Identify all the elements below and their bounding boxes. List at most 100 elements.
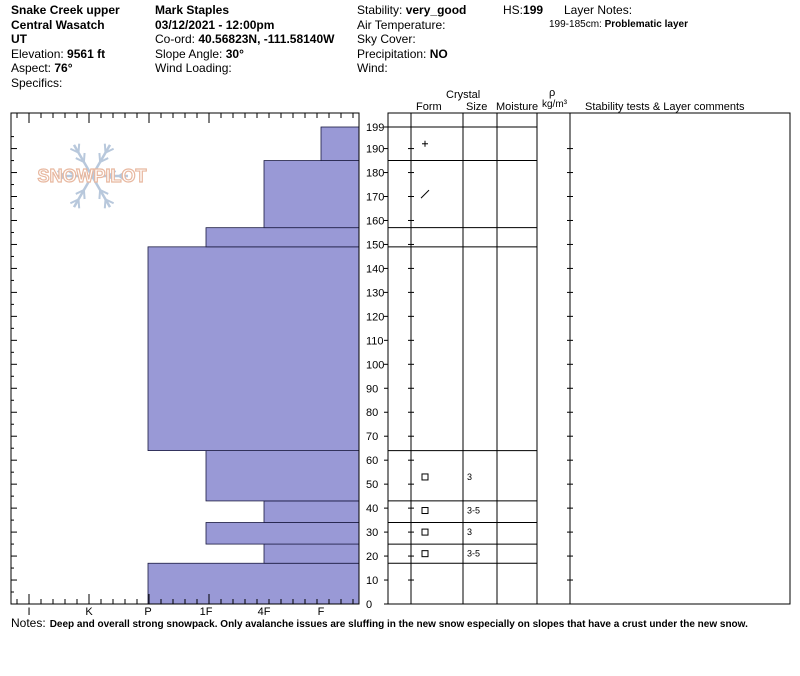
layer-notes-block: Layer Notes: 199-185cm: Problematic laye… bbox=[549, 3, 688, 32]
crystal-size: 3-5 bbox=[467, 506, 480, 516]
snowflake-branch bbox=[57, 175, 66, 182]
hardness-bar bbox=[147, 246, 360, 451]
hardness-bar bbox=[320, 126, 360, 161]
sky-cover-label: Sky Cover: bbox=[357, 32, 416, 46]
elevation-value: 9561 ft bbox=[67, 46, 106, 61]
snowflake-branch bbox=[107, 175, 117, 182]
layer-note-text: Problematic layer bbox=[604, 18, 688, 30]
crystal-grid: 3-5 3 3-5 3 bbox=[387, 112, 791, 605]
depth-label: 160 bbox=[366, 215, 384, 227]
faceted-crystal-icon bbox=[421, 550, 429, 558]
snowflake-branch bbox=[98, 152, 102, 163]
hardness-bar bbox=[205, 450, 360, 502]
location-name: Snake Creek upper bbox=[11, 3, 120, 17]
mountain-range: Central Wasatch bbox=[11, 17, 105, 32]
depth-label: 190 bbox=[366, 144, 384, 156]
snowflake-branch bbox=[57, 170, 66, 177]
crystal-size: 3 bbox=[467, 472, 472, 482]
rho-header: ρ bbox=[549, 87, 556, 99]
precip-value: NO bbox=[429, 46, 448, 61]
hardness-bars bbox=[147, 126, 360, 605]
observation-datetime: 03/12/2021 - 12:00pm bbox=[155, 17, 275, 32]
elevation-label: Elevation: bbox=[11, 46, 64, 61]
crystal-size: 3 bbox=[467, 527, 472, 537]
snowflake-branch bbox=[99, 189, 109, 195]
snowflake-arm bbox=[72, 144, 94, 177]
form-header: Form bbox=[416, 101, 442, 113]
depth-label: 80 bbox=[366, 407, 378, 419]
specifics-label: Specifics: bbox=[11, 75, 63, 90]
size-header: Size bbox=[466, 101, 488, 113]
wind-label: Wind: bbox=[357, 61, 388, 75]
wind-loading-label: Wind Loading: bbox=[155, 61, 232, 75]
coord-value: 40.56823N, -111.58140W bbox=[198, 32, 335, 46]
density-unit-header: kg/m³ bbox=[542, 99, 567, 110]
hardness-bar bbox=[147, 562, 360, 605]
depth-label: 10 bbox=[366, 575, 378, 587]
depth-label: 150 bbox=[366, 239, 384, 251]
hardness-bar bbox=[263, 543, 360, 564]
snowflake-branch bbox=[69, 147, 79, 154]
snowflake-branch bbox=[99, 157, 109, 163]
fragmented-crystal-icon bbox=[420, 189, 430, 199]
precip-label: Precipitation: bbox=[357, 46, 427, 61]
faceted-crystal-icon bbox=[421, 507, 429, 515]
snowflake-branch bbox=[105, 147, 115, 154]
hardness-bar bbox=[205, 522, 360, 545]
moisture-header: Moisture bbox=[496, 101, 539, 113]
snowpilot-logo: SNOWPILOT bbox=[37, 143, 147, 209]
hardness-label: P bbox=[144, 606, 151, 618]
depth-label: 40 bbox=[366, 503, 378, 515]
hardness-label: F bbox=[318, 606, 325, 618]
hs-label: HS: bbox=[503, 3, 524, 17]
stability-label: Stability: bbox=[357, 3, 403, 17]
crystal-header: Crystal bbox=[446, 89, 481, 101]
notes-label: Notes: bbox=[11, 616, 46, 630]
comments-header: Stability tests & Layer comments bbox=[585, 101, 745, 113]
depth-label: 60 bbox=[366, 455, 378, 467]
hardness-label: 1F bbox=[200, 606, 213, 618]
hardness-bar bbox=[205, 227, 360, 248]
hardness-bar bbox=[263, 160, 360, 229]
snowflake-branch bbox=[67, 175, 77, 182]
hs-block: HS:199 bbox=[503, 3, 543, 18]
hardness-label: I bbox=[27, 606, 30, 618]
depth-label: 50 bbox=[366, 479, 378, 491]
depth-label: 70 bbox=[366, 431, 378, 443]
hs-value: 199 bbox=[523, 3, 544, 17]
depth-label: 90 bbox=[366, 383, 378, 395]
hardness-label: K bbox=[85, 606, 93, 618]
state: UT bbox=[11, 32, 27, 46]
snowflake-branch bbox=[82, 189, 86, 200]
logo-text: SNOWPILOT bbox=[38, 166, 147, 186]
crystal-table-frame bbox=[387, 112, 791, 605]
chart-labels: I K P 1F 4F F 0 10 20 30 40 50 60 70 80 90 100 110 120 130 1… bbox=[27, 122, 384, 618]
aspect-value: 76° bbox=[54, 61, 73, 75]
snowflake-branch bbox=[67, 170, 77, 177]
notes-text: Deep and overall strong snowpack. Only a… bbox=[49, 619, 748, 630]
depth-label: 199 bbox=[366, 122, 384, 134]
depth-label: 100 bbox=[366, 359, 384, 371]
depth-label: 180 bbox=[366, 168, 384, 180]
snowflake-branch bbox=[77, 199, 81, 209]
slope-label: Slope Angle: bbox=[155, 46, 223, 61]
snowflake-branch bbox=[107, 170, 117, 177]
snowflake-branch bbox=[98, 189, 102, 200]
depth-label: 130 bbox=[366, 287, 384, 299]
depth-label: 30 bbox=[366, 527, 378, 539]
snowflake-arm bbox=[72, 175, 94, 208]
snowflake-branch bbox=[103, 199, 107, 209]
snowflake-arm bbox=[90, 144, 112, 177]
snowflake-branch bbox=[77, 143, 81, 153]
depth-label: 110 bbox=[366, 335, 384, 347]
location-block: Snake Creek upper Central Wasatch UT Ele… bbox=[11, 3, 120, 90]
hardness-label: 4F bbox=[258, 606, 271, 618]
crystal-size: 3-5 bbox=[467, 549, 480, 559]
snowflake-branch bbox=[105, 198, 115, 205]
snowflake-branch bbox=[75, 157, 85, 163]
observer-block: Mark Staples 03/12/2021 - 12:00pm Co-ord… bbox=[155, 3, 334, 76]
layer-notes-label: Layer Notes: bbox=[564, 3, 633, 17]
snowflake-arm bbox=[90, 175, 112, 208]
depth-label: 140 bbox=[366, 263, 384, 275]
